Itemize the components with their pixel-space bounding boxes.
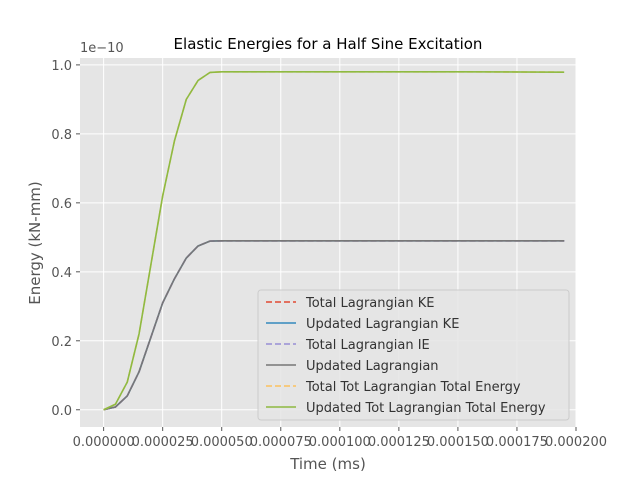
x-axis-label: Time (ms) — [289, 455, 366, 473]
x-tick-label: 0.000075 — [250, 435, 312, 450]
y-tick-label: 0.0 — [51, 404, 72, 419]
y-offset-label: 1e−10 — [80, 41, 124, 56]
legend-entry-label: Updated Tot Lagrangian Total Energy — [306, 401, 546, 416]
y-tick-label: 0.8 — [51, 128, 72, 143]
x-axis-ticks: 0.0000000.0000250.0000500.0000750.000100… — [73, 427, 607, 450]
y-tick-label: 1.0 — [51, 59, 72, 74]
y-tick-label: 0.2 — [51, 335, 72, 350]
x-tick-label: 0.000050 — [191, 435, 253, 450]
x-tick-label: 0.000175 — [486, 435, 548, 450]
y-axis-ticks: 0.0 0.2 0.4 0.6 0.8 1.0 — [51, 59, 80, 419]
x-tick-label: 0.000000 — [73, 435, 135, 450]
legend-entry-label: Total Lagrangian KE — [305, 296, 434, 311]
y-tick-label: 0.4 — [51, 266, 72, 281]
x-tick-label: 0.000125 — [368, 435, 430, 450]
series-line — [103, 239, 565, 411]
series-line — [103, 70, 565, 411]
chart-title: Elastic Energies for a Half Sine Excitat… — [174, 35, 483, 53]
legend-entry-label: Updated Lagrangian — [306, 359, 439, 374]
y-tick-label: 0.6 — [51, 197, 72, 212]
y-axis-label: Energy (kN-mm) — [26, 181, 44, 305]
legend-box — [257, 289, 570, 421]
x-tick-label: 0.000025 — [132, 435, 194, 450]
x-tick-label: 0.000100 — [309, 435, 371, 450]
series-layer — [103, 70, 565, 411]
x-tick-label: 0.000200 — [545, 435, 607, 450]
x-tick-label: 0.000150 — [427, 435, 489, 450]
legend-entry-label: Total Tot Lagrangian Total Energy — [305, 380, 521, 395]
legend-entry-label: Total Lagrangian IE — [305, 338, 430, 353]
legend: Total Lagrangian KE Updated Lagrangian KE… — [257, 289, 570, 421]
legend-entry-label: Updated Lagrangian KE — [306, 317, 459, 332]
